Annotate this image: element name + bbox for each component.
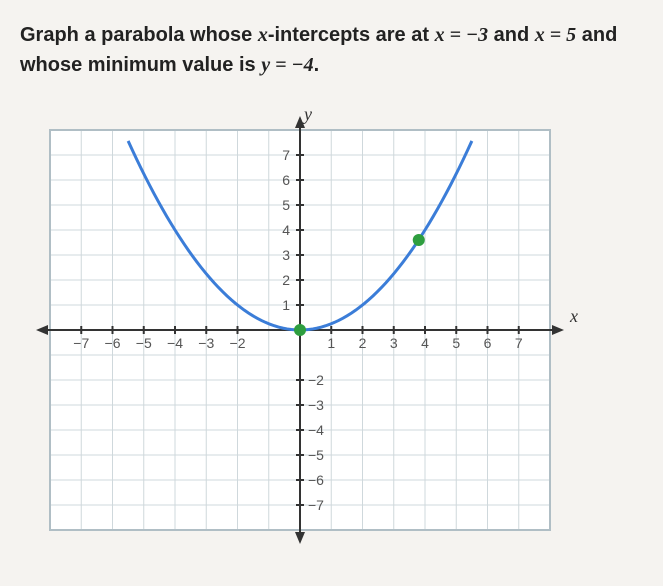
svg-text:4: 4 <box>282 222 290 238</box>
svg-text:−6: −6 <box>105 335 121 351</box>
svg-text:3: 3 <box>390 335 398 351</box>
prompt-text: Graph a parabola whose <box>20 24 258 46</box>
svg-text:4: 4 <box>421 335 429 351</box>
svg-text:y: y <box>302 104 312 124</box>
svg-text:2: 2 <box>282 272 290 288</box>
svg-text:−6: −6 <box>308 472 324 488</box>
svg-text:7: 7 <box>282 147 290 163</box>
prompt-text: and <box>488 24 535 46</box>
svg-text:7: 7 <box>515 335 523 351</box>
svg-text:−3: −3 <box>198 335 214 351</box>
svg-text:−5: −5 <box>308 447 324 463</box>
svg-text:−5: −5 <box>136 335 152 351</box>
math-eq3: y = −4 <box>261 54 313 76</box>
svg-text:−2: −2 <box>230 335 246 351</box>
svg-text:−7: −7 <box>308 497 324 513</box>
svg-text:−4: −4 <box>167 335 183 351</box>
svg-text:2: 2 <box>359 335 367 351</box>
prompt-text: and <box>576 24 617 46</box>
svg-text:3: 3 <box>282 247 290 263</box>
svg-text:5: 5 <box>282 197 290 213</box>
svg-text:x: x <box>569 306 578 326</box>
problem-prompt: Graph a parabola whose x-intercepts are … <box>20 20 643 80</box>
svg-text:−2: −2 <box>308 372 324 388</box>
math-eq2: x = 5 <box>535 24 576 46</box>
prompt-text: -intercepts are at <box>268 24 435 46</box>
coordinate-graph[interactable]: −7 −6 −5 −4 −3 −2 1 2 3 4 5 6 7 1 2 3 4 5 6 7 −2 −3 −4 −5 −6 −7 x y <box>20 100 580 560</box>
svg-text:−3: −3 <box>308 397 324 413</box>
svg-text:6: 6 <box>282 172 290 188</box>
svg-text:−4: −4 <box>308 422 324 438</box>
math-x: x <box>258 24 268 46</box>
prompt-text: . <box>314 54 320 76</box>
svg-text:−7: −7 <box>73 335 89 351</box>
svg-text:1: 1 <box>282 297 290 313</box>
svg-text:5: 5 <box>452 335 460 351</box>
prompt-text: whose minimum value is <box>20 54 261 76</box>
math-eq1: x = −3 <box>435 24 489 46</box>
svg-text:1: 1 <box>327 335 335 351</box>
svg-text:6: 6 <box>484 335 492 351</box>
